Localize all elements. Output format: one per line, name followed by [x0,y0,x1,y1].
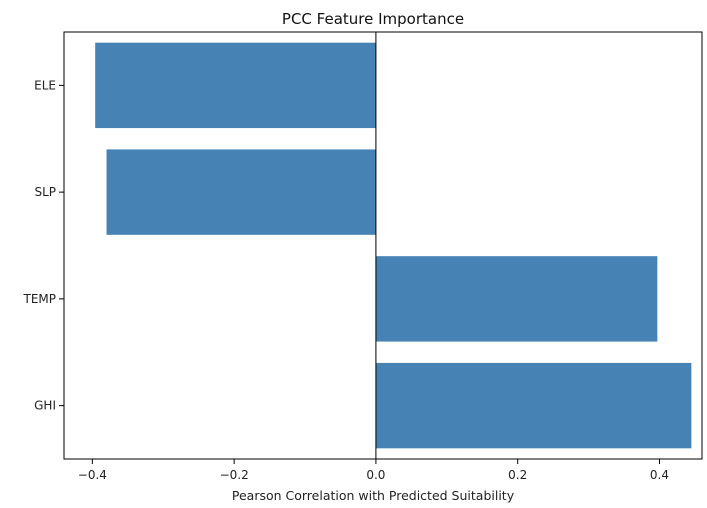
x-axis-ticks: −0.4 −0.2 0.0 0.2 0.4 [78,459,669,482]
bar-ele [95,42,376,129]
x-tick-label: −0.2 [220,468,249,482]
x-tick-label: 0.2 [508,468,527,482]
y-tick-label-ghi: GHI [34,399,56,413]
y-tick-label-temp: TEMP [22,292,56,306]
x-tick-label: −0.4 [78,468,107,482]
plot-frame [63,31,703,460]
y-axis-ticks: ELE SLP TEMP GHI [22,78,64,413]
chart-title: PCC Feature Importance [282,10,464,28]
x-axis-title: Pearson Correlation with Predicted Suita… [232,488,515,503]
bar-slp [106,149,376,235]
bars-group [95,42,692,449]
bar-temp [375,256,658,342]
x-tick-label: 0.0 [366,468,385,482]
x-tick-label: 0.4 [650,468,669,482]
y-tick-label-slp: SLP [34,185,56,199]
y-tick-label-ele: ELE [34,78,56,92]
bar-ghi [375,362,692,449]
